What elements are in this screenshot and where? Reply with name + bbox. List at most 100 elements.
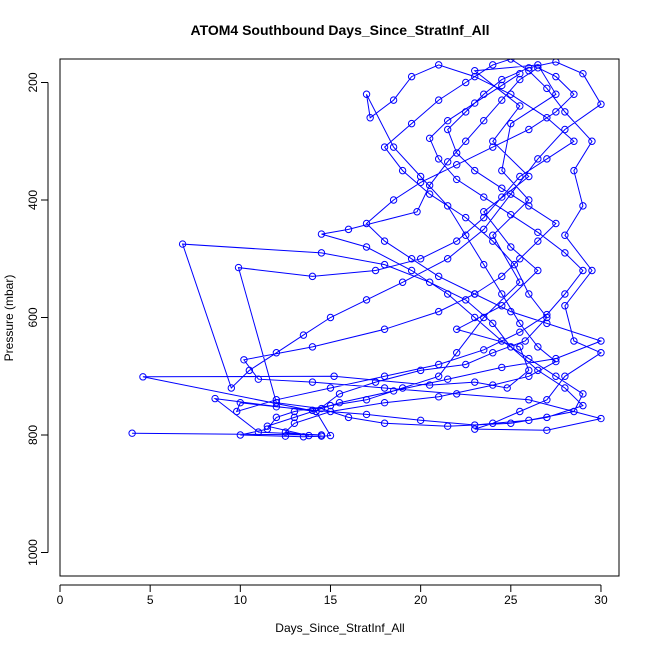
data-point: [240, 356, 248, 364]
data-point: [543, 84, 551, 93]
data-point: [498, 75, 506, 84]
data-point: [510, 260, 519, 269]
data-point: [290, 407, 299, 416]
data-point: [561, 249, 569, 257]
data-point: [489, 419, 497, 427]
data-point: [344, 225, 353, 234]
data-point: [211, 394, 219, 403]
data-point: [507, 59, 515, 63]
plot-frame: [59, 58, 620, 577]
data-point: [543, 319, 551, 328]
data-point: [561, 231, 569, 239]
data-point: [525, 416, 533, 425]
data-point: [507, 119, 515, 128]
data-point: [462, 231, 470, 239]
data-point: [326, 313, 335, 322]
data-point: [425, 190, 434, 198]
data-point: [507, 307, 515, 316]
data-point: [543, 313, 551, 322]
data-point: [471, 166, 479, 175]
data-point: [308, 343, 317, 351]
data-point: [443, 125, 452, 134]
data-point: [416, 255, 425, 263]
data-point: [561, 108, 569, 116]
data-point: [462, 78, 470, 87]
data-point: [290, 413, 299, 422]
data-point: [471, 72, 479, 81]
data-point: [579, 390, 587, 398]
data-point: [398, 384, 407, 392]
data-point: [389, 96, 398, 104]
data-point: [543, 310, 551, 319]
data-point: [234, 263, 243, 272]
data-point: [525, 354, 533, 363]
y-tick-label: 1000: [26, 539, 40, 566]
data-point: [272, 398, 281, 407]
data-point: [498, 166, 506, 175]
data-point: [570, 137, 578, 145]
data-point: [413, 208, 421, 216]
data-point: [462, 108, 470, 116]
data-point: [561, 384, 569, 392]
data-point: [380, 384, 389, 392]
data-point: [366, 114, 374, 122]
data-point: [579, 266, 587, 275]
data-point: [335, 390, 344, 398]
data-point: [498, 193, 506, 201]
data-point: [480, 193, 488, 201]
data-point: [272, 413, 281, 422]
data-point: [588, 137, 596, 145]
data-point: [570, 337, 578, 345]
data-point: [516, 255, 524, 263]
data-point: [471, 313, 479, 322]
data-point: [489, 137, 497, 145]
y-tick-label: 200: [26, 72, 40, 92]
data-point: [543, 396, 551, 404]
data-point: [543, 155, 551, 163]
data-point: [308, 406, 317, 415]
data-point: [498, 302, 506, 310]
data-point: [462, 296, 470, 304]
data-point: [471, 290, 479, 298]
data-point: [503, 384, 511, 392]
data-point: [326, 431, 335, 440]
data-point: [498, 337, 506, 345]
data-point: [471, 378, 479, 386]
data-point: [371, 266, 380, 275]
data-point: [434, 307, 443, 316]
data-point: [597, 337, 605, 345]
data-point: [588, 266, 596, 275]
chart-title: ATOM4 Southbound Days_Since_StratInf_All: [191, 22, 490, 38]
data-point: [570, 407, 578, 416]
y-axis-label: Pressure (mbar): [2, 275, 16, 362]
data-point: [233, 407, 241, 416]
data-point: [516, 75, 524, 84]
data-point: [434, 360, 443, 369]
data-point: [507, 190, 515, 198]
data-point: [389, 387, 398, 395]
data-point: [516, 102, 524, 110]
data-point: [272, 403, 281, 411]
data-point: [416, 172, 425, 181]
data-point: [525, 67, 533, 75]
data-point: [434, 155, 443, 163]
data-point: [525, 172, 533, 181]
data-point: [498, 96, 506, 104]
data-point: [398, 278, 407, 286]
data-point: [380, 143, 389, 151]
data-point: [471, 425, 479, 433]
data-point: [480, 90, 488, 98]
data-point: [489, 319, 497, 328]
data-point: [443, 375, 452, 383]
data-point: [443, 290, 452, 298]
data-point: [443, 255, 452, 263]
data-point: [380, 398, 389, 407]
x-axis-label: Days_Since_StratInf_All: [275, 621, 404, 635]
data-point: [597, 349, 605, 357]
data-point: [552, 354, 560, 363]
data-point: [516, 278, 524, 286]
data-point: [579, 401, 587, 410]
data-point: [543, 426, 551, 434]
data-point: [245, 366, 254, 375]
data-point: [471, 99, 479, 107]
